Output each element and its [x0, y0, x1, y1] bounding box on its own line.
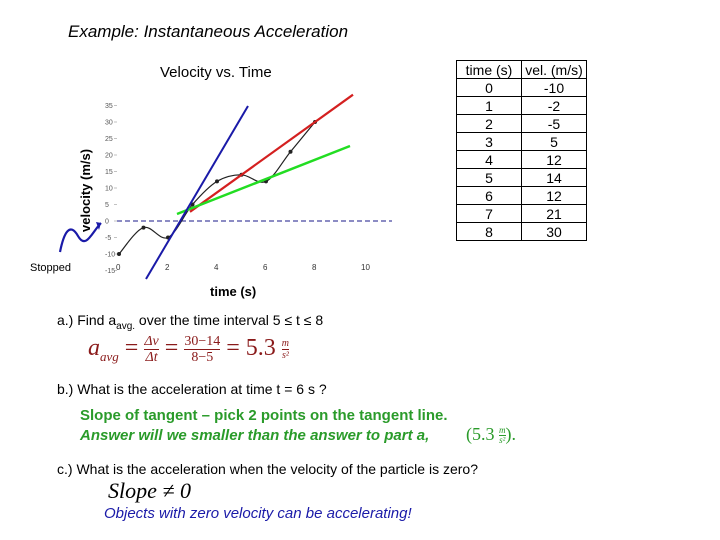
stopped-annotation: Stopped	[30, 262, 71, 274]
table-cell-velocity: 5	[521, 132, 587, 151]
table-row: 5 14	[456, 168, 587, 187]
blue-tangent-line	[145, 105, 249, 280]
table-row: 0 -10	[456, 78, 587, 97]
table-cell-time: 8	[456, 222, 522, 241]
table-row: 6 12	[456, 186, 587, 205]
y-tick-label: 0	[105, 219, 109, 226]
table-cell-time: 4	[456, 150, 522, 169]
y-tick-label: -15	[105, 268, 115, 275]
question-c: c.) What is the acceleration when the ve…	[57, 461, 478, 477]
y-tick-label: 30	[105, 120, 113, 127]
table-cell-time: 0	[456, 78, 522, 97]
question-b: b.) What is the acceleration at time t =…	[57, 381, 327, 397]
data-point	[288, 149, 293, 154]
page-title: Example: Instantaneous Acceleration	[68, 22, 349, 41]
chart-title: Velocity vs. Time	[160, 64, 272, 81]
data-point	[117, 252, 121, 256]
table-header-velocity: vel. (m/s)	[521, 60, 587, 79]
table-cell-time: 1	[456, 96, 522, 115]
table-cell-velocity: 12	[521, 186, 587, 205]
question-a: a.) Find aavg. over the time interval 5 …	[57, 312, 324, 332]
y-tick-label: -10	[105, 252, 115, 259]
y-tick-label: 35	[105, 103, 113, 110]
avg-acceleration-formula: aavg = Δv Δt = 30−14 8−5 = 5.3 m s²	[88, 334, 289, 365]
table-cell-time: 2	[456, 114, 522, 133]
table-cell-velocity: -2	[521, 96, 587, 115]
x-tick-label: 0	[116, 263, 121, 272]
y-tick-label: 15	[105, 169, 113, 176]
x-tick-label: 2	[165, 263, 170, 272]
table-row: 8 30	[456, 222, 587, 241]
data-point	[141, 225, 146, 230]
y-tick-label: 10	[105, 186, 113, 193]
table-cell-time: 3	[456, 132, 522, 151]
table-row: 1 -2	[456, 96, 587, 115]
table-cell-velocity: 30	[521, 222, 587, 241]
table-cell-velocity: 12	[521, 150, 587, 169]
zero-velocity-note: Objects with zero velocity can be accele…	[104, 505, 412, 522]
table-cell-time: 5	[456, 168, 522, 187]
y-tick-label: 20	[105, 153, 113, 160]
answer-b-value: (5.3 m s² ).	[466, 424, 516, 446]
table-row: 7 21	[456, 204, 587, 223]
answer-b-line2: Answer will we smaller than the answer t…	[80, 427, 430, 444]
y-tick-label: 5	[105, 202, 109, 209]
table-cell-velocity: 14	[521, 168, 587, 187]
answer-b-line1: Slope of tangent – pick 2 points on the …	[80, 407, 448, 424]
table-header-time: time (s)	[456, 60, 522, 79]
data-table: time (s) vel. (m/s) 0 -10 1 -2 2 -5 3 5 4 12 5 14 6 1…	[456, 60, 587, 241]
secant-line	[189, 93, 354, 213]
data-point	[215, 179, 219, 184]
arrowhead-icon	[96, 222, 101, 230]
x-tick-label: 4	[214, 263, 219, 272]
table-row: 2 -5	[456, 114, 587, 133]
table-cell-velocity: 21	[521, 204, 587, 223]
y-tick-label: 25	[105, 136, 113, 143]
x-tick-label: 10	[361, 263, 370, 272]
x-tick-label: 8	[312, 263, 317, 272]
table-cell-time: 7	[456, 204, 522, 223]
y-tick-label: -5	[105, 235, 111, 242]
slope-statement: Slope ≠ 0	[108, 478, 191, 503]
table-cell-velocity: -10	[521, 78, 587, 97]
x-tick-label: 6	[263, 263, 268, 272]
x-axis-label: time (s)	[210, 284, 257, 299]
tangent-line	[176, 144, 351, 216]
table-cell-time: 6	[456, 186, 522, 205]
stopped-arrow	[58, 222, 102, 253]
table-row: 4 12	[456, 150, 587, 169]
table-cell-velocity: -5	[521, 114, 587, 133]
